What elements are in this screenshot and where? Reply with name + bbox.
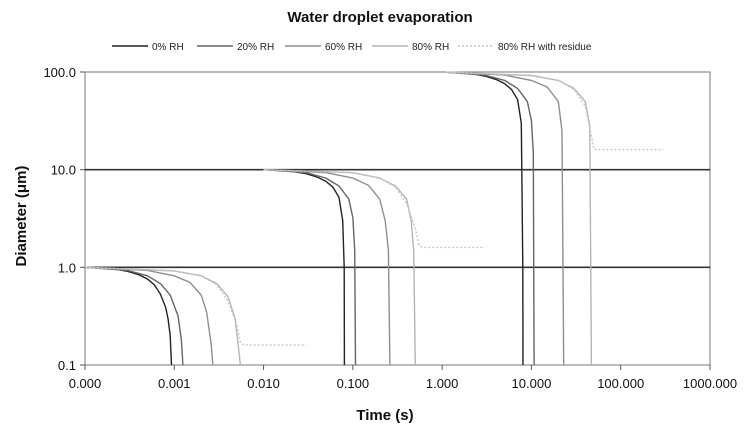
x-tick-label: 0.000 [69, 376, 102, 391]
series-4 [84, 71, 664, 346]
series-line [442, 71, 565, 366]
x-axis-ticks: 0.000 0.001 0.010 0.100 1.000 10.000 100.000 10… [69, 365, 737, 391]
series-line [442, 71, 593, 366]
series-3 [84, 71, 593, 366]
series-2 [84, 71, 565, 366]
series-group [84, 71, 664, 366]
x-tick-label: 1000.000 [683, 376, 737, 391]
series-0 [84, 71, 524, 366]
y-tick-label: 0.1 [58, 358, 76, 373]
x-tick-label: 10.000 [512, 376, 552, 391]
x-tick-label: 1.000 [426, 376, 459, 391]
series-line [84, 266, 214, 366]
series-1 [84, 71, 535, 366]
series-line [263, 169, 391, 366]
legend-label: 0% RH [152, 42, 184, 53]
x-tick-label: 0.010 [247, 376, 280, 391]
series-line [263, 169, 357, 366]
series-line [84, 266, 307, 346]
series-line [263, 169, 485, 249]
series-line [84, 266, 184, 366]
legend: 0% RH 20% RH 60% RH 80% RH 80% RH with resid… [112, 42, 592, 53]
gridlines [85, 168, 710, 269]
series-line [442, 71, 664, 151]
x-axis-title: Time (s) [356, 407, 413, 424]
y-axis-ticks: 0.1 1.0 10.0 100.0 [43, 65, 85, 373]
y-tick-label: 1.0 [58, 260, 76, 275]
legend-label: 20% RH [237, 42, 274, 53]
series-line [442, 71, 524, 366]
y-tick-label: 100.0 [43, 65, 76, 80]
legend-label: 60% RH [325, 42, 362, 53]
legend-label: 80% RH [412, 42, 449, 53]
x-tick-label: 0.100 [337, 376, 370, 391]
x-tick-label: 0.001 [158, 376, 191, 391]
series-line [84, 266, 242, 366]
plot-area [84, 71, 711, 366]
series-line [442, 71, 535, 366]
y-axis-title: Diameter (μm) [13, 166, 30, 267]
x-tick-label: 100.000 [597, 376, 644, 391]
y-tick-label: 10.0 [51, 163, 76, 178]
legend-label: 80% RH with residue [498, 42, 592, 53]
plot-frame [84, 71, 711, 366]
chart-title: Water droplet evaporation [287, 9, 472, 26]
